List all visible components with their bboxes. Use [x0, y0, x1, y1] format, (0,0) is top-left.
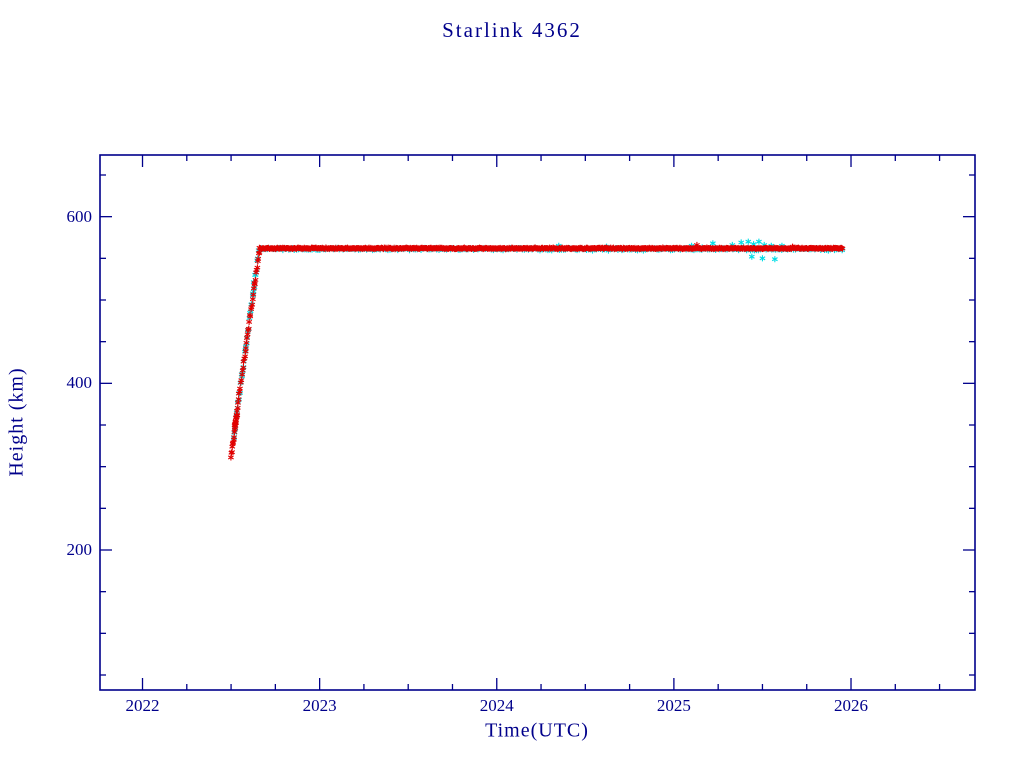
y-tick-label: 200 — [66, 540, 93, 559]
x-tick-label: 2023 — [302, 696, 337, 715]
x-axis-label: Time(UTC) — [485, 719, 589, 742]
y-tick-label: 600 — [66, 206, 93, 226]
x-tick-label: 2026 — [834, 696, 868, 715]
x-tick-label: 2022 — [125, 696, 160, 715]
chart-title: Starlink 4362 — [442, 18, 582, 42]
x-tick-label: 2024 — [479, 696, 514, 715]
y-tick-label: 400 — [66, 373, 93, 393]
x-tick-label: 2025 — [656, 696, 691, 715]
